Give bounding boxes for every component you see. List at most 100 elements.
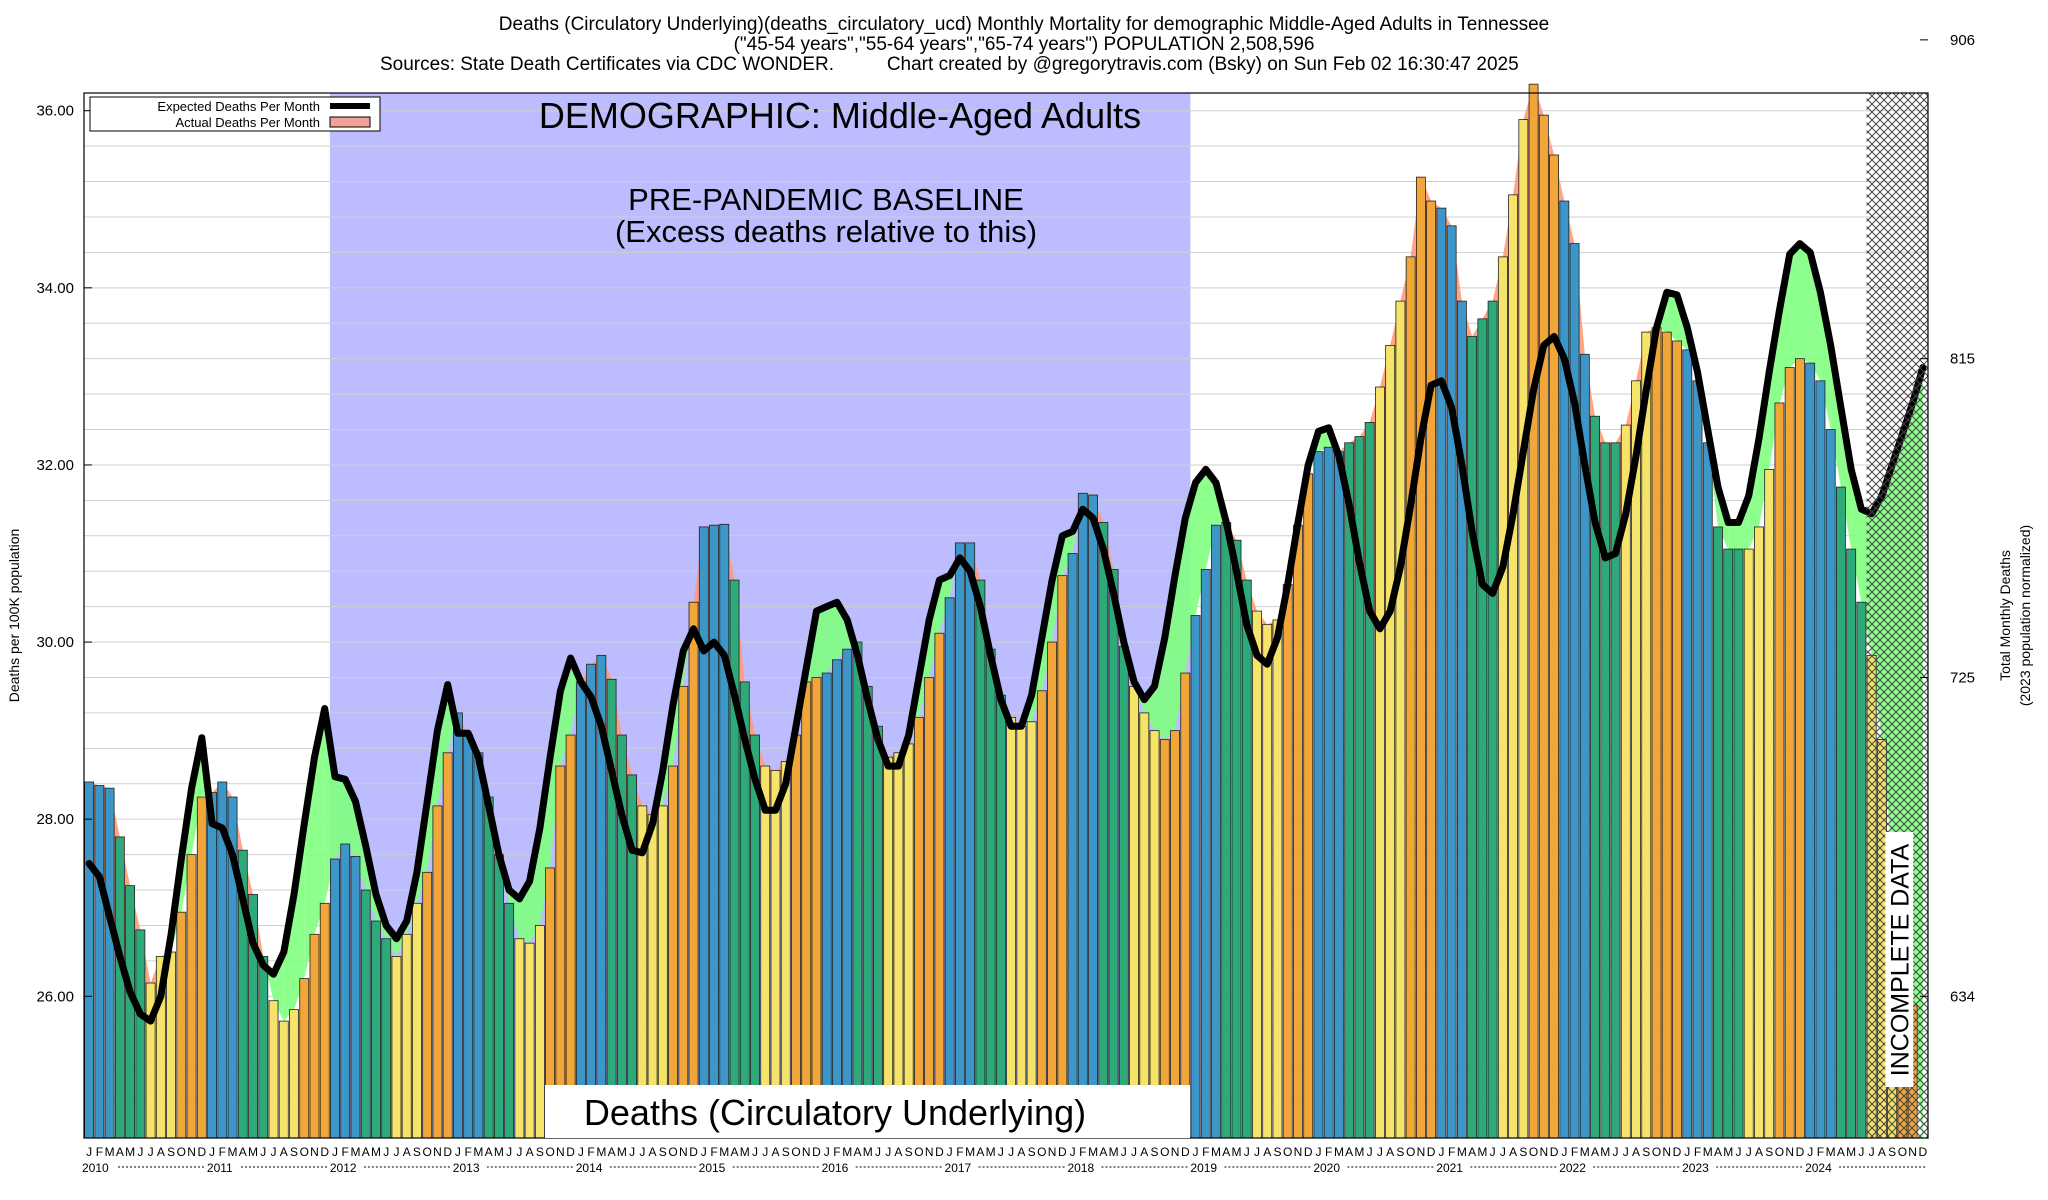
actual-deaths-bar <box>873 725 883 1139</box>
difference-band <box>509 890 520 939</box>
x-month-label: M <box>1334 1145 1344 1159</box>
x-month-label: J <box>1746 1145 1752 1159</box>
difference-band <box>324 708 335 904</box>
x-month-label: M <box>1457 1145 1467 1159</box>
actual-deaths-bar <box>862 685 873 1139</box>
actual-deaths-bar <box>842 648 853 1139</box>
x-month-label: A <box>649 1145 657 1159</box>
actual-deaths-bar <box>688 601 699 1139</box>
actual-deaths-bar <box>965 542 976 1139</box>
actual-deaths-bar <box>1784 367 1795 1139</box>
x-month-label: M <box>371 1145 381 1159</box>
x-month-label: M <box>719 1145 729 1159</box>
x-year-label: 2023 <box>1682 1161 1709 1175</box>
actual-deaths-bar <box>1754 526 1764 1139</box>
actual-deaths-bar <box>1077 492 1088 1139</box>
difference-band <box>1799 243 1811 364</box>
year-label-bg <box>1065 1160 1102 1174</box>
x-month-label: N <box>679 1145 688 1159</box>
difference-band <box>314 708 325 935</box>
x-month-label: O <box>545 1145 554 1159</box>
x-month-label: J <box>1377 1145 1383 1159</box>
actual-deaths-bar <box>207 792 217 1139</box>
actual-deaths-bar <box>1733 548 1744 1139</box>
actual-deaths-bar <box>1815 380 1826 1139</box>
x-month-label: J <box>752 1145 758 1159</box>
actual-deaths-bar <box>1405 256 1416 1139</box>
x-month-label: M <box>125 1145 135 1159</box>
x-month-label: J <box>1807 1145 1813 1159</box>
x-month-label: J <box>1623 1145 1629 1159</box>
x-month-label: O <box>1775 1145 1784 1159</box>
actual-deaths-bar <box>1323 446 1334 1139</box>
x-month-label: J <box>148 1145 154 1159</box>
x-month-label: D <box>443 1145 452 1159</box>
x-month-label: D <box>1796 1145 1805 1159</box>
actual-deaths-bar <box>1180 672 1191 1139</box>
x-month-label: J <box>506 1145 512 1159</box>
actual-deaths-bar <box>258 956 269 1139</box>
actual-deaths-bar <box>1631 380 1641 1139</box>
actual-deaths-bar <box>760 765 771 1139</box>
x-month-label: N <box>1908 1145 1917 1159</box>
actual-deaths-bar <box>176 911 187 1139</box>
x-month-label: A <box>1263 1145 1271 1159</box>
baseline-annotation-sub: (Excess deaths relative to this) <box>615 214 1037 249</box>
x-month-label: M <box>1211 1145 1221 1159</box>
x-month-label: F <box>833 1145 840 1159</box>
year-label-bg <box>327 1160 364 1174</box>
actual-deaths-bar <box>114 836 125 1139</box>
x-month-label: F <box>1571 1145 1578 1159</box>
actual-deaths-bar <box>1385 344 1396 1139</box>
x-year-label: 2014 <box>576 1161 603 1175</box>
x-month-label: D <box>1427 1145 1436 1159</box>
actual-deaths-bar <box>1313 451 1324 1139</box>
x-month-label: N <box>1171 1145 1180 1159</box>
actual-deaths-bar <box>514 938 525 1139</box>
actual-deaths-bar <box>1477 318 1488 1139</box>
actual-deaths-bar <box>196 796 207 1139</box>
actual-deaths-bar <box>1036 690 1047 1139</box>
x-month-label: M <box>1354 1145 1364 1159</box>
actual-deaths-bar <box>1508 194 1519 1139</box>
actual-deaths-bar <box>934 632 945 1139</box>
actual-deaths-bar <box>350 855 361 1139</box>
actual-deaths-bar <box>1395 300 1406 1139</box>
x-month-label: S <box>782 1145 790 1159</box>
x-month-label: F <box>1202 1145 1209 1159</box>
x-month-label: M <box>105 1145 115 1159</box>
x-month-label: S <box>167 1145 175 1159</box>
x-month-label: S <box>1028 1145 1036 1159</box>
x-year-label: 2017 <box>945 1161 972 1175</box>
year-label-bg <box>696 1160 733 1174</box>
x-month-label: A <box>1386 1145 1394 1159</box>
x-year-label: 2019 <box>1190 1161 1217 1175</box>
actual-deaths-bar <box>1108 569 1119 1139</box>
y-tick-label: 36.00 <box>36 103 74 120</box>
y-axis-label: Deaths per 100K population <box>6 529 22 703</box>
actual-deaths-bar <box>1743 548 1754 1139</box>
x-month-label: A <box>1099 1145 1107 1159</box>
actual-deaths-bar <box>1672 340 1682 1139</box>
year-label-bg <box>1803 1160 1840 1174</box>
actual-deaths-bar <box>1159 739 1170 1139</box>
x-month-label: O <box>1652 1145 1661 1159</box>
x-month-label: J <box>455 1145 461 1159</box>
actual-deaths-bar <box>1497 256 1508 1139</box>
x-year-label: 2022 <box>1559 1161 1586 1175</box>
actual-deaths-bar <box>1836 486 1846 1139</box>
x-month-label: S <box>1888 1145 1896 1159</box>
difference-band <box>1820 292 1831 430</box>
x-month-label: J <box>1254 1145 1260 1159</box>
actual-deaths-bar <box>801 681 812 1139</box>
x-month-label: S <box>905 1145 913 1159</box>
actual-deaths-bar <box>1200 569 1211 1139</box>
x-year-label: 2020 <box>1313 1161 1340 1175</box>
x-month-label: D <box>320 1145 329 1159</box>
actual-deaths-bar <box>299 978 310 1139</box>
actual-deaths-bar <box>1856 601 1867 1139</box>
actual-deaths-bar <box>94 785 105 1139</box>
x-month-label: N <box>802 1145 811 1159</box>
actual-deaths-bar <box>1006 716 1017 1139</box>
x-month-label: J <box>639 1145 645 1159</box>
